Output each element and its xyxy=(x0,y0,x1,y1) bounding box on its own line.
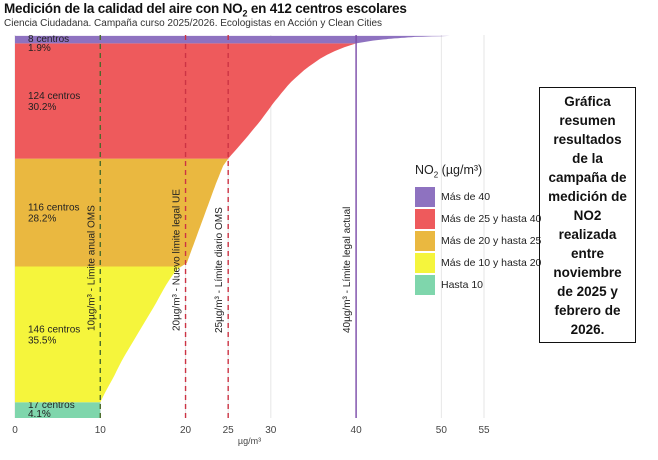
band-percent-label: 35.5% xyxy=(28,335,56,346)
legend-swatch xyxy=(415,230,435,251)
band-1 xyxy=(15,402,101,418)
legend-swatch xyxy=(415,186,435,207)
x-axis-label: µg/m³ xyxy=(238,436,261,446)
legend-label: Más de 40 xyxy=(441,190,491,203)
reference-line-label: 20µg/m³ - Nuevo límite legal UE xyxy=(172,189,183,331)
reference-line-label: 40µg/m³ - Límite legal actual xyxy=(342,207,353,333)
band-count-label: 124 centros xyxy=(28,91,80,102)
band-count-label: 8 centros xyxy=(28,34,69,45)
band-count-label: 116 centros xyxy=(28,203,80,214)
band-percent-label: 30.2% xyxy=(28,102,56,113)
legend-item: Más de 25 y hasta 40 xyxy=(415,208,541,230)
legend-swatch xyxy=(415,252,435,273)
x-tick-label: 25 xyxy=(223,425,235,436)
band-count-label: 17 centros xyxy=(28,400,75,411)
legend-label: Más de 20 y hasta 25 xyxy=(441,234,542,247)
legend-swatch xyxy=(415,274,435,295)
chart-title: Medición de la calidad del aire con NO2 … xyxy=(4,1,407,19)
summary-box: Gráfica resumen resultados de la campaña… xyxy=(539,87,636,343)
legend-title: NO2 (µg/m³) xyxy=(415,163,483,180)
legend-label: Más de 25 y hasta 40 xyxy=(441,212,542,225)
legend-item: Más de 10 y hasta 20 xyxy=(415,252,541,274)
legend-label: Más de 10 y hasta 20 xyxy=(441,256,542,269)
x-tick-label: 40 xyxy=(351,425,363,436)
chart-subtitle: Ciencia Ciudadana. Campaña curso 2025/20… xyxy=(4,18,383,29)
reference-line-label: 10µg/m³ - Límite anual OMS xyxy=(86,205,97,331)
legend-item: Hasta 10 xyxy=(415,274,541,296)
x-tick-label: 10 xyxy=(95,425,107,436)
x-tick-label: 50 xyxy=(436,425,448,436)
x-tick-label: 0 xyxy=(12,425,18,436)
reference-line-label: 25µg/m³ - Límite diario OMS xyxy=(214,207,225,333)
legend-label: Hasta 10 xyxy=(441,278,484,291)
band-5 xyxy=(15,35,450,44)
legend: NO2 (µg/m³) Más de 40 Más de 25 y hasta 4… xyxy=(415,163,541,296)
legend-item: Más de 20 y hasta 25 xyxy=(415,230,541,252)
x-tick-label: 20 xyxy=(180,425,192,436)
legend-swatch xyxy=(415,208,435,229)
legend-item: Más de 40 xyxy=(415,186,541,208)
x-tick-label: 30 xyxy=(265,425,277,436)
band-percent-label: 28.2% xyxy=(28,214,56,225)
x-tick-label: 55 xyxy=(478,425,490,436)
band-percent-label: 4.1% xyxy=(28,409,51,420)
band-percent-label: 1.9% xyxy=(28,43,51,54)
band-count-label: 146 centros xyxy=(28,324,80,335)
band-3 xyxy=(15,158,229,267)
band-2 xyxy=(15,266,182,403)
summary-text: Gráfica resumen resultados de la campaña… xyxy=(548,93,627,337)
